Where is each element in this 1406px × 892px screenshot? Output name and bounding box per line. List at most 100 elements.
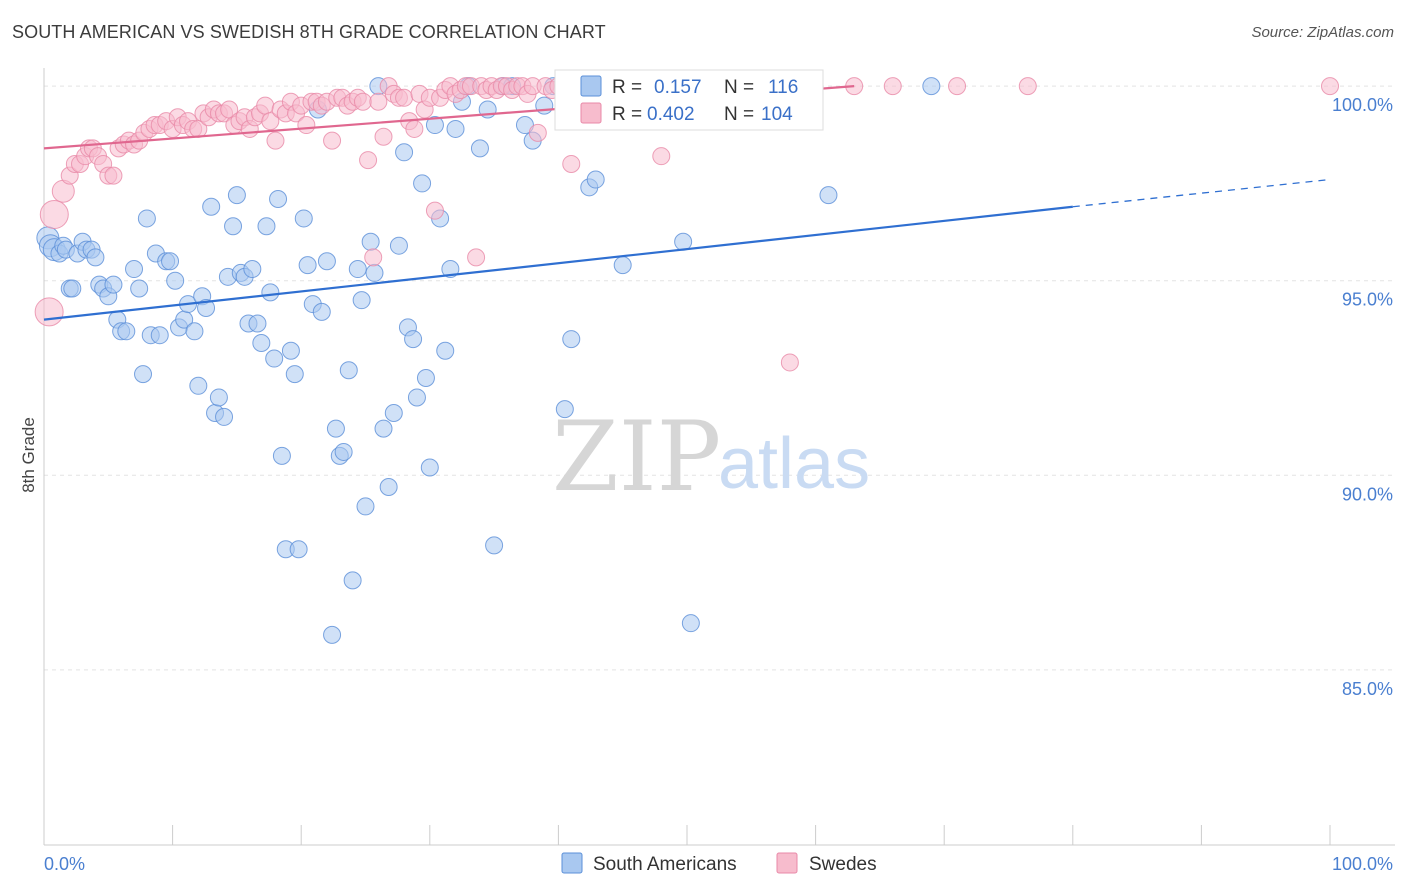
legend-r-label-1: R = xyxy=(612,77,642,98)
south-american-point xyxy=(63,279,82,298)
south-american-point xyxy=(425,116,444,135)
watermark-atlas: atlas xyxy=(718,424,870,504)
south-american-point xyxy=(374,419,393,438)
south-american-point xyxy=(555,400,574,419)
south-american-point xyxy=(361,232,380,251)
south-american-point xyxy=(586,170,605,189)
south-american-point xyxy=(446,119,465,138)
south-american-point xyxy=(312,302,331,321)
swede-point xyxy=(780,353,799,372)
south-american-point xyxy=(86,248,105,267)
x-tick-label: 0.0% xyxy=(44,854,85,874)
south-american-point xyxy=(202,197,221,216)
swede-point xyxy=(364,248,383,267)
south-american-point xyxy=(356,497,375,516)
south-american-point xyxy=(352,291,371,310)
south-american-point xyxy=(441,260,460,279)
series-legend-swatch-swedes xyxy=(776,852,798,874)
swede-point xyxy=(261,112,280,131)
south-american-point xyxy=(281,341,300,360)
south-american-point xyxy=(125,260,144,279)
south-american-point xyxy=(104,275,123,294)
swede-point xyxy=(353,92,372,111)
series-legend: South Americans Swedes xyxy=(561,852,877,875)
swede-point xyxy=(562,154,581,173)
swede-point xyxy=(467,248,486,267)
series-legend-label-south-americans: South Americans xyxy=(593,854,737,875)
south-american-point xyxy=(185,322,204,341)
south-american-point xyxy=(130,279,149,298)
south-american-point xyxy=(248,314,267,333)
south-american-point xyxy=(294,209,313,228)
south-american-point xyxy=(413,174,432,193)
south-american-point xyxy=(389,236,408,255)
chart-title: SOUTH AMERICAN VS SWEDISH 8TH GRADE CORR… xyxy=(12,22,606,42)
south-american-point xyxy=(215,407,234,426)
stats-legend: R = 0.157 N = 116 R = 0.402 N = 104 xyxy=(554,69,824,131)
south-american-point xyxy=(613,256,632,275)
south-americans-trend-extension xyxy=(1072,178,1331,208)
south-american-point xyxy=(189,376,208,395)
south-american-point xyxy=(298,256,317,275)
grid-lines xyxy=(44,85,1395,671)
south-american-point xyxy=(261,283,280,302)
south-american-point xyxy=(343,571,362,590)
south-american-point xyxy=(150,326,169,345)
y-tick-label: 90.0% xyxy=(1342,484,1393,504)
south-americans-trend-line xyxy=(43,205,1073,321)
swede-point xyxy=(405,119,424,138)
source-label: Source: ZipAtlas.com xyxy=(1251,24,1394,41)
swede-point xyxy=(883,77,902,96)
south-american-point xyxy=(197,298,216,317)
south-american-point xyxy=(420,458,439,477)
south-american-point xyxy=(117,322,136,341)
legend-n-label-1: N = xyxy=(724,77,754,98)
swede-point xyxy=(256,96,275,115)
swede-point xyxy=(1321,77,1339,96)
south-american-point xyxy=(272,446,291,465)
swede-point xyxy=(39,200,69,230)
south-american-point xyxy=(209,388,228,407)
south-american-point xyxy=(416,369,435,388)
south-american-point xyxy=(404,330,423,349)
south-american-point xyxy=(317,252,336,271)
swede-point xyxy=(266,131,285,150)
south-american-point xyxy=(137,209,156,228)
legend-r-value-1: 0.157 xyxy=(654,77,702,98)
south-american-point xyxy=(674,232,693,251)
swede-point xyxy=(369,92,388,111)
south-american-point xyxy=(485,536,504,555)
south-american-point xyxy=(227,186,246,205)
south-american-point xyxy=(265,349,284,368)
swede-point xyxy=(34,297,64,327)
south-american-point xyxy=(365,263,384,282)
x-tick-label: 100.0% xyxy=(1332,854,1393,874)
south-american-point xyxy=(395,143,414,162)
legend-swatch-blue xyxy=(580,75,602,97)
south-american-point xyxy=(269,189,288,208)
legend-n-value-2: 104 xyxy=(761,104,793,125)
legend-n-value-1: 116 xyxy=(768,77,798,98)
swede-point xyxy=(395,88,414,107)
south-american-point xyxy=(922,77,941,96)
y-tick-label: 95.0% xyxy=(1342,290,1393,310)
swede-point xyxy=(323,131,342,150)
south-american-point xyxy=(379,477,398,496)
watermark-zip: ZIP xyxy=(552,401,721,513)
swede-point xyxy=(374,127,393,146)
swede-point xyxy=(425,201,444,220)
south-american-point xyxy=(166,271,185,290)
south-american-point xyxy=(384,404,403,423)
series-legend-label-swedes: Swedes xyxy=(809,854,877,875)
south-american-point xyxy=(252,333,271,352)
legend-swatch-pink xyxy=(580,102,602,124)
y-tick-label: 85.0% xyxy=(1342,679,1393,699)
watermark: ZIP atlas xyxy=(552,401,870,513)
legend-n-label-2: N = xyxy=(724,104,754,125)
south-american-point xyxy=(161,252,180,271)
south-american-point xyxy=(681,614,700,633)
swede-point xyxy=(297,116,316,135)
y-axis-label: 8th Grade xyxy=(19,417,38,493)
south-american-point xyxy=(348,260,367,279)
